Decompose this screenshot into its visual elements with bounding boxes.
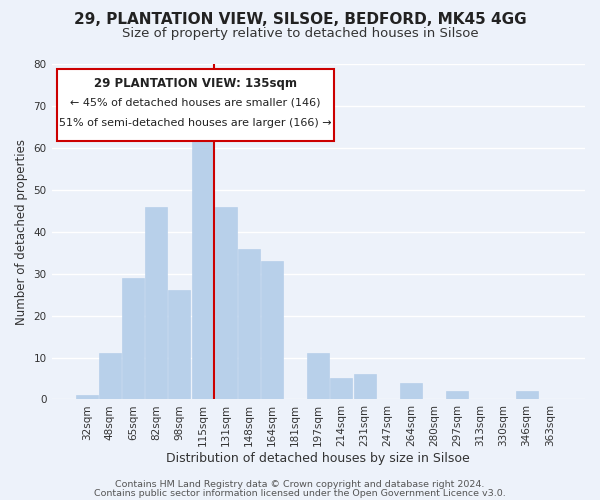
Bar [515, 391, 538, 400]
Bar [191, 127, 214, 400]
Bar [169, 290, 190, 400]
FancyBboxPatch shape [57, 69, 334, 141]
Bar [76, 396, 98, 400]
Text: 51% of semi-detached houses are larger (166) →: 51% of semi-detached houses are larger (… [59, 118, 332, 128]
Y-axis label: Number of detached properties: Number of detached properties [15, 138, 28, 324]
Text: Contains public sector information licensed under the Open Government Licence v3: Contains public sector information licen… [94, 488, 506, 498]
Text: Size of property relative to detached houses in Silsoe: Size of property relative to detached ho… [122, 28, 478, 40]
Bar [238, 248, 260, 400]
X-axis label: Distribution of detached houses by size in Silsoe: Distribution of detached houses by size … [166, 452, 470, 465]
Bar [331, 378, 352, 400]
Bar [353, 374, 376, 400]
Bar [400, 382, 422, 400]
Text: 29, PLANTATION VIEW, SILSOE, BEDFORD, MK45 4GG: 29, PLANTATION VIEW, SILSOE, BEDFORD, MK… [74, 12, 526, 28]
Bar [446, 391, 468, 400]
Bar [99, 354, 121, 400]
Text: Contains HM Land Registry data © Crown copyright and database right 2024.: Contains HM Land Registry data © Crown c… [115, 480, 485, 489]
Bar [145, 206, 167, 400]
Text: 29 PLANTATION VIEW: 135sqm: 29 PLANTATION VIEW: 135sqm [94, 78, 297, 90]
Bar [307, 354, 329, 400]
Bar [215, 206, 236, 400]
Text: ← 45% of detached houses are smaller (146): ← 45% of detached houses are smaller (14… [70, 98, 321, 108]
Bar [261, 261, 283, 400]
Bar [122, 278, 144, 400]
